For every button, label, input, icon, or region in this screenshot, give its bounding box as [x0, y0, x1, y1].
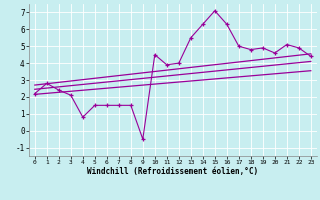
X-axis label: Windchill (Refroidissement éolien,°C): Windchill (Refroidissement éolien,°C)	[87, 167, 258, 176]
